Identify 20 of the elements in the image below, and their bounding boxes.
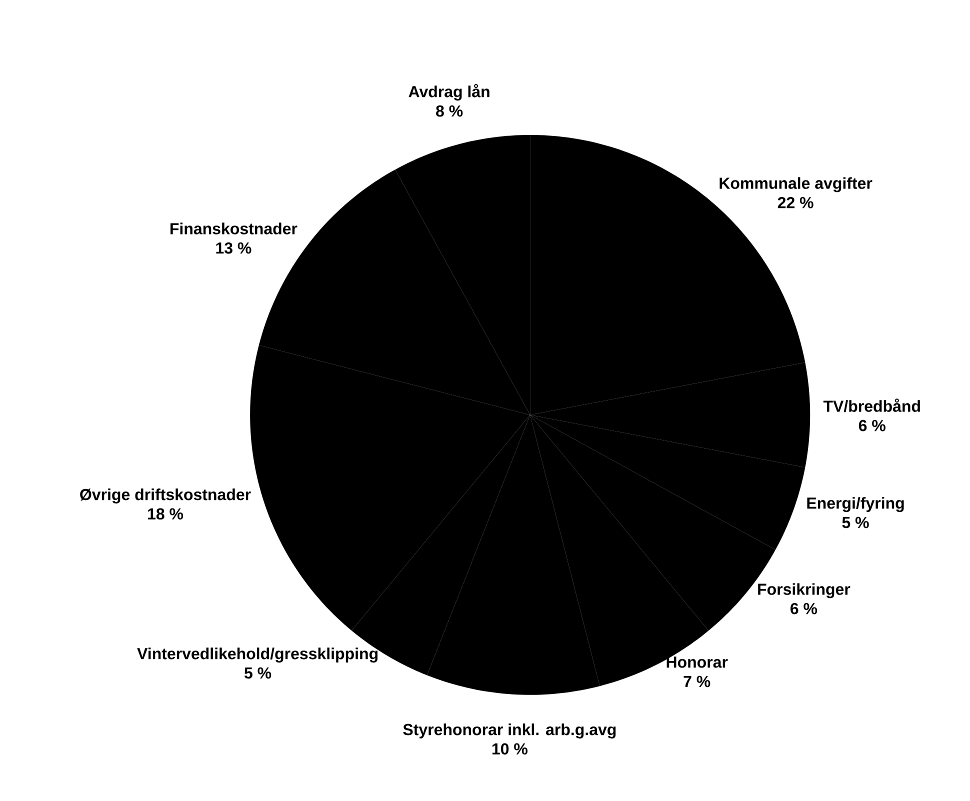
data-label: 7 % [684, 676, 710, 688]
slice-label: Energi/fyring [807, 497, 904, 512]
data-label: 6 % [858, 420, 886, 432]
slice-label: Finanskostnader [170, 222, 298, 234]
data-label: 18 % [148, 508, 184, 520]
slice-label: Avdrag lån [408, 84, 490, 101]
slice-label: Øvrige driftskostnader [80, 488, 251, 504]
data-label: 6 % [790, 602, 818, 614]
data-label: 10 % [492, 743, 528, 755]
slice-label: Kommunale avgifter [720, 177, 872, 192]
slice-label: Honorar [666, 656, 728, 668]
slice-label: Styrehonorar inkl. arb.g.avg [403, 724, 616, 738]
data-label: 22 % [778, 196, 814, 208]
slice-label: Vintervedlikehold/gressklipping [137, 648, 378, 663]
slice-label: TV/bredbånd [823, 398, 920, 412]
data-label: 5 % [842, 516, 869, 528]
data-label: 8 % [436, 105, 463, 117]
data-label: 5 % [244, 667, 272, 679]
slice-label: Forsikringer [758, 583, 850, 598]
data-label: 13 % [216, 242, 252, 254]
